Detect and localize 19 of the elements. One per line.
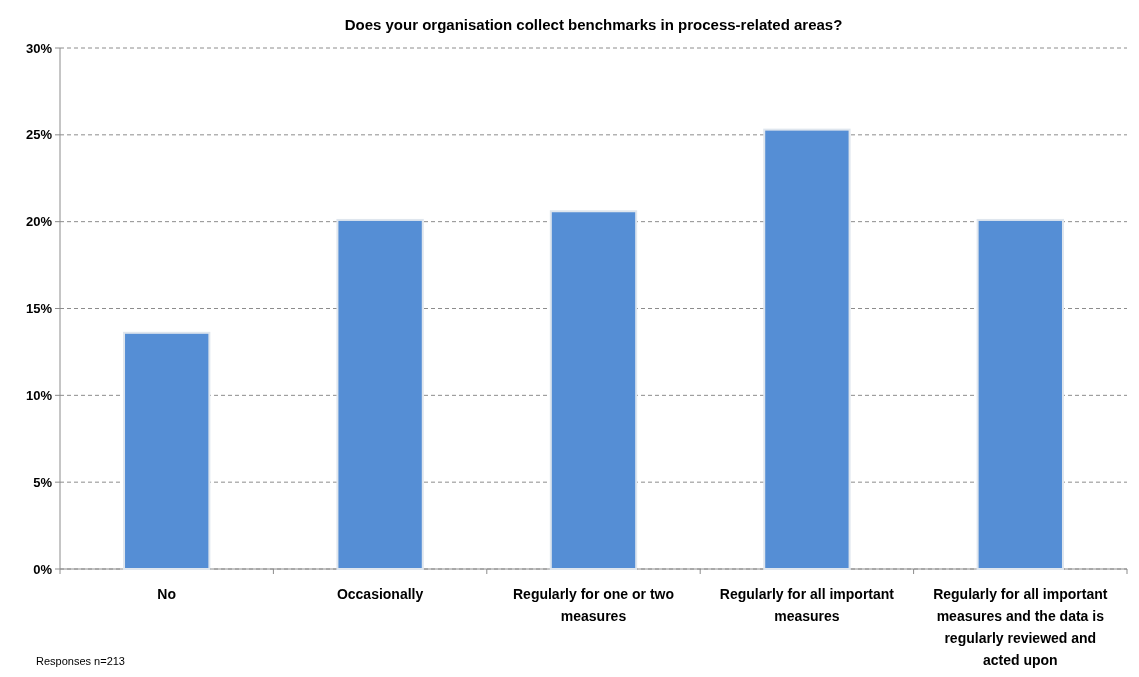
x-tick-label: No <box>157 586 177 602</box>
y-tick-label: 5% <box>33 474 53 490</box>
chart-title: Does your organisation collect benchmarks in process-related areas? <box>344 16 843 33</box>
x-tick-label: Regularly for all important measures <box>719 586 895 624</box>
y-tick-label: 0% <box>33 561 53 577</box>
y-tick-label: 20% <box>25 214 53 230</box>
x-tick-label: Occasionally <box>336 586 424 602</box>
x-tick-label: Regularly for one or two measures <box>512 586 675 624</box>
bar <box>763 128 851 570</box>
text: Responses n=213 <box>36 655 125 667</box>
bar <box>549 210 638 570</box>
y-tick-label: 10% <box>25 387 53 403</box>
y-tick-label: 15% <box>25 301 53 317</box>
y-tick-label: 30% <box>25 40 53 56</box>
x-tick-label: Regularly for all important measures and the data is regularly reviewed and acted upon <box>933 586 1108 668</box>
bar <box>123 331 211 570</box>
bar <box>336 218 424 570</box>
bar <box>976 218 1064 570</box>
y-tick-label: 25% <box>25 127 53 143</box>
